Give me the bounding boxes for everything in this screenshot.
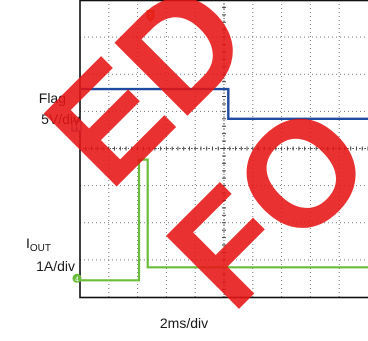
iout-scale-label: 1A/div	[36, 258, 75, 274]
iout-label-main: I	[26, 235, 30, 251]
trace-flag	[80, 87, 368, 121]
grid	[79, 0, 368, 299]
iout-label-sub: OUT	[29, 243, 51, 254]
flag-scale-label: 5V/div	[41, 111, 80, 127]
ch1-marker-label: 1	[74, 122, 79, 132]
trigger-marker-shape	[146, 10, 155, 22]
ch1-marker-box	[71, 120, 82, 132]
ch2-marker-dot	[72, 273, 82, 283]
trigger-marker-label: T	[148, 13, 153, 20]
iout-channel-label: IOUT	[26, 236, 51, 254]
traces	[80, 87, 368, 282]
flag-channel-label: Flag	[38, 90, 66, 106]
channel-markers: 1 4 T	[71, 10, 155, 283]
ch2-marker-label: 4	[75, 276, 79, 283]
time-scale-label: 2ms/div	[159, 315, 209, 331]
plot-frame	[79, 0, 368, 299]
trace-iout	[80, 158, 368, 282]
